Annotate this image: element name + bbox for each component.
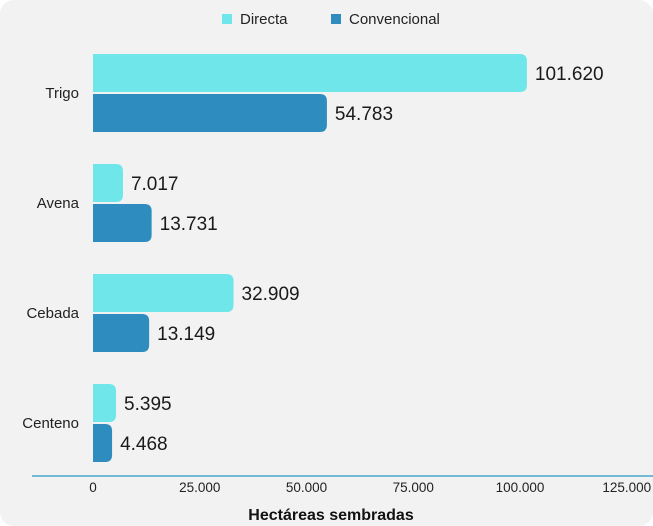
x-axis-title: Hectáreas sembradas <box>248 507 414 524</box>
category-label-centeno: Centeno <box>22 415 79 432</box>
legend-swatch-directa <box>222 14 232 24</box>
x-tick-label: 125.000 <box>602 480 651 495</box>
bar-trigo-convencional <box>93 94 327 132</box>
x-tick-label: 100.000 <box>496 480 545 495</box>
category-label-cebada: Cebada <box>26 305 79 322</box>
data-label-centeno-directa: 5.395 <box>124 394 172 415</box>
category-label-avena: Avena <box>37 195 80 212</box>
bar-centeno-directa <box>93 384 117 422</box>
category-labels: Trigo Avena Cebada Centeno <box>22 85 79 432</box>
bar-cebada-convencional <box>93 314 150 352</box>
x-tick-label: 0 <box>89 480 97 495</box>
category-label-trigo: Trigo <box>45 85 79 102</box>
data-label-centeno-convencional: 4.468 <box>120 434 168 455</box>
x-tick-label: 50.000 <box>286 480 327 495</box>
legend-label-convencional: Convencional <box>349 11 440 28</box>
data-label-cebada-directa: 32.909 <box>242 284 300 305</box>
legend-label-directa: Directa <box>240 11 288 28</box>
data-label-cebada-convencional: 13.149 <box>157 324 215 345</box>
bar-avena-directa <box>93 164 123 202</box>
data-label-trigo-convencional: 54.783 <box>335 104 393 125</box>
bar-trigo-directa <box>93 54 527 92</box>
data-labels: 101.620 54.783 7.017 13.731 32.909 13.149 5.39… <box>120 64 604 455</box>
x-tick-labels: 0 25.000 50.000 75.000 100.000 125.000 <box>89 480 651 495</box>
legend: Directa Convencional <box>222 11 440 28</box>
bar-centeno-convencional <box>93 424 113 462</box>
bar-cebada-directa <box>93 274 234 312</box>
x-tick-label: 75.000 <box>393 480 434 495</box>
bars-group <box>93 54 527 462</box>
bar-avena-convencional <box>93 204 152 242</box>
data-label-avena-directa: 7.017 <box>131 174 179 195</box>
x-tick-label: 25.000 <box>179 480 220 495</box>
data-label-trigo-directa: 101.620 <box>535 64 604 85</box>
data-label-avena-convencional: 13.731 <box>160 214 218 235</box>
legend-swatch-convencional <box>331 14 341 24</box>
